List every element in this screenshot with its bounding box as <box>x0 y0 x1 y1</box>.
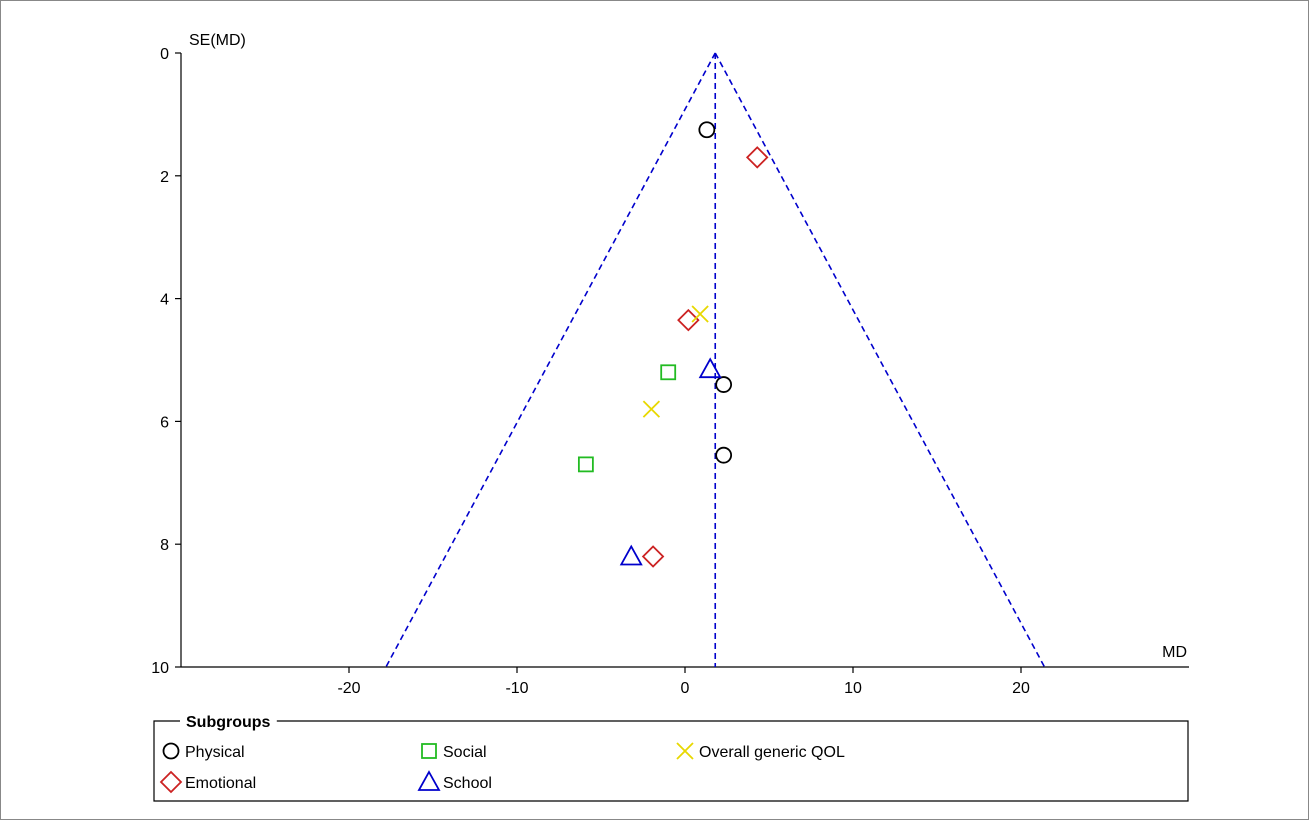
y-tick-label: 2 <box>160 169 169 186</box>
diamond-data-point <box>745 146 769 169</box>
cross-data-point <box>642 400 661 418</box>
legend-entry-label: Physical <box>185 744 245 761</box>
legend: Subgroups Physical Emotional Social School Ov… <box>153 714 1189 802</box>
legend-circle-icon <box>162 742 180 760</box>
legend-diamond-icon <box>159 770 183 794</box>
funnel-right-line <box>714 52 1046 668</box>
legend-entry-label: Social <box>443 744 487 761</box>
x-tick-label: 10 <box>844 680 862 697</box>
y-tick-label: 0 <box>160 46 169 63</box>
x-tick-label: -20 <box>337 680 360 697</box>
legend-entry-label: Emotional <box>185 775 256 792</box>
legend-title: Subgroups <box>186 714 271 731</box>
circle-data-point <box>715 446 733 464</box>
x-tick-label: 20 <box>1012 680 1030 697</box>
diamond-data-point <box>641 545 665 568</box>
data-points <box>577 121 769 568</box>
square-data-point <box>577 456 594 473</box>
triangle-data-point <box>619 544 643 566</box>
legend-entry-label: School <box>443 775 492 792</box>
x-axis-label: MD <box>1162 644 1187 661</box>
legend-cross-icon <box>676 742 694 760</box>
legend-square-icon <box>421 743 437 759</box>
funnel-lines <box>385 52 1046 668</box>
x-tick-label: -10 <box>505 680 528 697</box>
y-tick-label: 10 <box>151 660 169 677</box>
square-data-point <box>660 364 677 381</box>
y-tick-label: 8 <box>160 537 169 554</box>
diamond-data-point <box>677 308 700 332</box>
legend-entry-label: Overall generic QOL <box>699 744 845 761</box>
y-tick-label: 4 <box>160 292 169 309</box>
y-tick-label: 6 <box>160 414 169 431</box>
funnel-left-line <box>385 52 716 668</box>
triangle-data-point <box>698 357 722 379</box>
cross-data-point <box>691 305 709 323</box>
legend-box <box>153 720 1189 802</box>
x-tick-label: 0 <box>681 680 690 697</box>
circle-data-point <box>715 376 733 393</box>
axes: 0 2 4 6 8 10 -20 -10 0 10 20 SE(MD) MD <box>151 32 1189 697</box>
legend-triangle-icon <box>417 770 441 791</box>
y-axis-label: SE(MD) <box>189 32 246 49</box>
circle-data-point <box>698 121 716 139</box>
